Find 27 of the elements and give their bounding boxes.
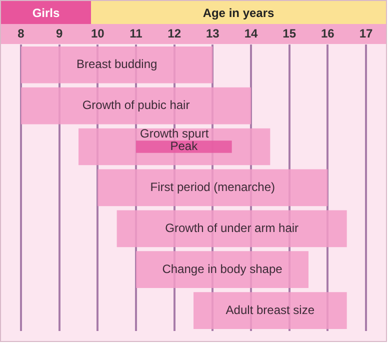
bar [21, 46, 213, 84]
chart-title: Girls [1, 1, 91, 24]
series-label: Peak [170, 139, 199, 154]
x-tick-label: 9 [56, 26, 63, 41]
x-tick-label: 14 [244, 26, 258, 41]
bar [98, 169, 328, 206]
bar [136, 251, 308, 288]
bar [136, 140, 232, 153]
y-tick-label: Growth spurt [140, 126, 210, 141]
x-tick-label: 8 [18, 26, 25, 41]
x-axis-title: Age in years [91, 1, 386, 24]
x-tick-label: 16 [320, 26, 335, 41]
bar [194, 292, 347, 329]
x-tick-label: 10 [90, 26, 105, 41]
bar [21, 87, 251, 124]
y-tick-label: Adult breast size [226, 302, 315, 317]
x-tick-label: 11 [130, 26, 143, 41]
x-tick-label: 17 [359, 26, 373, 41]
y-tick-label: Growth of pubic hair [82, 98, 190, 112]
y-tick-label: Breast budding [76, 57, 158, 72]
bar [116, 210, 347, 248]
y-tick-label: Growth of under arm hair [165, 220, 299, 235]
x-tick-label: 12 [168, 26, 182, 41]
y-tick-label: First period (menarche) [150, 180, 276, 194]
x-tick-label: 13 [206, 26, 220, 41]
y-tick-label: Change in body shape [162, 262, 283, 276]
x-tick-label: 15 [282, 26, 296, 41]
